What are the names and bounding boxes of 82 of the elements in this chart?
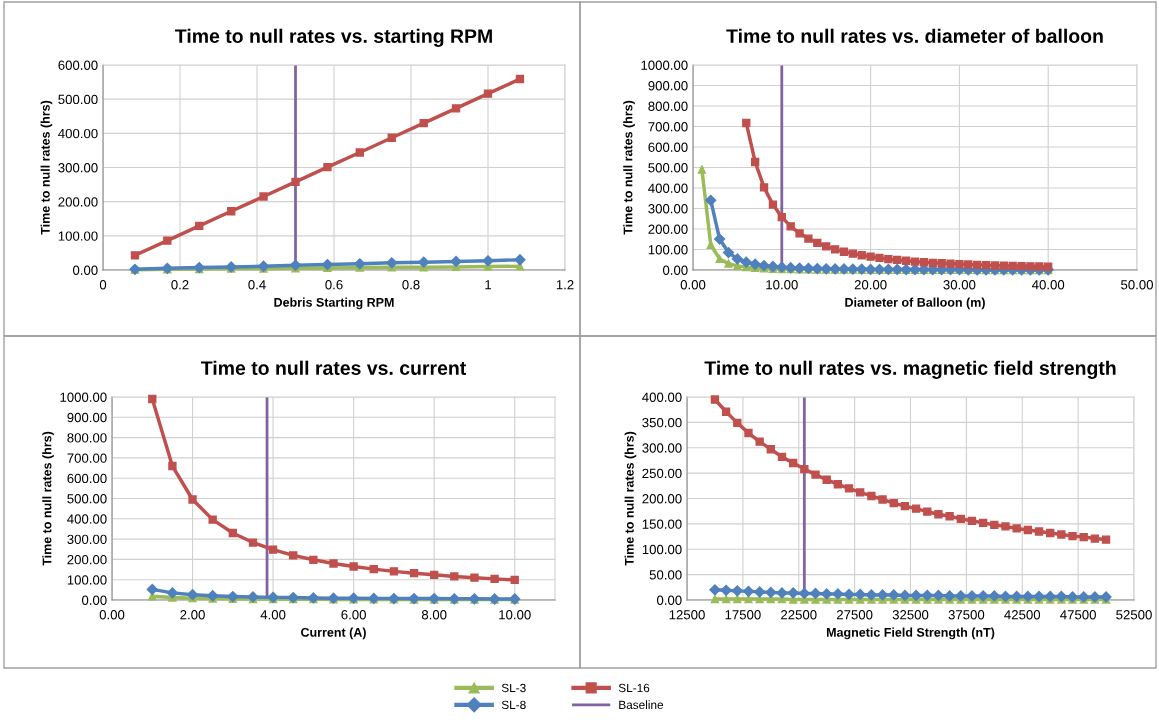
x-tick-label: 30.00	[943, 280, 976, 290]
x-tick-label: 32500	[892, 610, 929, 620]
y-tick-label: 100.00	[67, 575, 107, 585]
y-tick-label: 200.00	[67, 554, 107, 565]
legend-label: SL-16	[618, 683, 650, 693]
x-axis-title: Debris Starting RPM	[274, 297, 394, 310]
y-tick-label: 600.00	[58, 60, 98, 70]
y-tick-label: 400.00	[67, 514, 107, 524]
y-tick-label: 250.00	[642, 468, 682, 479]
chart-title: Time to null rates vs. magnetic field strength	[704, 360, 1116, 379]
x-tick-label: 0.2	[171, 280, 189, 290]
x-axis-title: Current (A)	[301, 627, 366, 640]
y-tick-label: 100.00	[58, 231, 98, 241]
y-tick-label: 500.00	[58, 94, 98, 105]
x-tick-label: 42500	[1004, 610, 1041, 620]
x-tick-label: 1.2	[556, 280, 574, 290]
y-axis-title: Time to null rates (hrs)	[624, 431, 637, 566]
x-tick-label: 50.00	[1121, 280, 1153, 290]
x-tick-label: 52500	[1116, 610, 1152, 620]
y-tick-label: 200.00	[648, 224, 688, 234]
y-tick-label: 500.00	[648, 163, 688, 173]
y-tick-label: 800.00	[67, 433, 107, 443]
y-tick-label: 400.00	[58, 128, 98, 139]
x-tick-label: 0.8	[402, 280, 420, 290]
x-tick-label: 4.00	[260, 610, 286, 620]
x-tick-label: 0.6	[325, 280, 343, 290]
legend-label: Baseline	[619, 700, 664, 710]
x-tick-label: 1	[485, 280, 492, 290]
y-tick-label: 150.00	[642, 519, 682, 529]
y-tick-label: 300.00	[648, 204, 688, 214]
y-tick-label: 300.00	[67, 534, 107, 545]
y-tick-label: 300.00	[58, 163, 98, 173]
y-tick-label: 100.00	[648, 245, 688, 255]
y-tick-label: 1000.00	[60, 392, 107, 402]
chart-title: Time to null rates vs. current	[200, 360, 467, 375]
y-tick-label: 800.00	[648, 101, 688, 111]
x-tick-label: 0.00	[99, 610, 125, 620]
x-tick-label: 20.00	[854, 280, 887, 290]
y-axis-title: Time to null rates (hrs)	[42, 431, 54, 566]
x-tick-label: 10.00	[766, 280, 798, 290]
y-tick-label: 900.00	[648, 81, 688, 91]
y-tick-label: 500.00	[67, 494, 107, 504]
y-tick-label: 400.00	[648, 183, 688, 193]
chart-title: Time to null rates vs. starting RPM	[175, 28, 492, 47]
legend-label: SL-3	[501, 683, 526, 693]
x-tick-label: 0	[99, 280, 107, 290]
x-tick-label: 17500	[725, 610, 761, 620]
x-tick-label: 0.00	[680, 280, 706, 290]
y-tick-label: 400.00	[642, 392, 682, 402]
y-tick-label: 300.00	[642, 443, 682, 453]
y-tick-label: 0.00	[662, 265, 688, 275]
y-tick-label: 600.00	[648, 142, 688, 152]
y-tick-label: 0.00	[72, 265, 98, 275]
y-tick-label: 100.00	[642, 544, 682, 555]
x-tick-label: 27500	[836, 610, 873, 620]
chart-title: Time to null rates vs. diameter of balloon	[726, 28, 1103, 43]
x-tick-label: 6.00	[341, 610, 366, 620]
y-tick-label: 0.00	[81, 595, 107, 605]
x-tick-label: 2.00	[180, 610, 205, 620]
x-tick-label: 10.00	[499, 610, 531, 620]
y-tick-label: 0.00	[656, 595, 682, 605]
y-tick-label: 1000.00	[641, 60, 688, 70]
x-tick-label: 40.00	[1032, 280, 1065, 290]
y-tick-label: 200.00	[58, 197, 98, 207]
x-axis-title: Magnetic Field Strength (nT)	[826, 627, 995, 640]
x-tick-label: 12500	[669, 610, 705, 620]
y-tick-label: 900.00	[67, 412, 107, 423]
legend-label: SL-8	[501, 700, 526, 710]
y-axis-title: Time to null rates (hrs)	[623, 100, 635, 235]
y-tick-label: 700.00	[67, 453, 107, 463]
y-tick-label: 600.00	[67, 473, 107, 484]
y-tick-label: 350.00	[642, 417, 682, 428]
x-tick-label: 22500	[781, 610, 817, 620]
x-axis-title: Diameter of Balloon (m)	[845, 297, 985, 310]
y-tick-label: 700.00	[648, 122, 688, 132]
x-tick-label: 8.00	[421, 610, 447, 620]
y-axis-title: Time to null rates (hrs)	[40, 100, 53, 235]
y-tick-label: 50.00	[649, 570, 682, 580]
y-tick-label: 200.00	[642, 494, 682, 504]
x-tick-label: 0.4	[248, 280, 266, 290]
x-tick-label: 47500	[1060, 610, 1096, 620]
x-tick-label: 37500	[948, 610, 985, 620]
